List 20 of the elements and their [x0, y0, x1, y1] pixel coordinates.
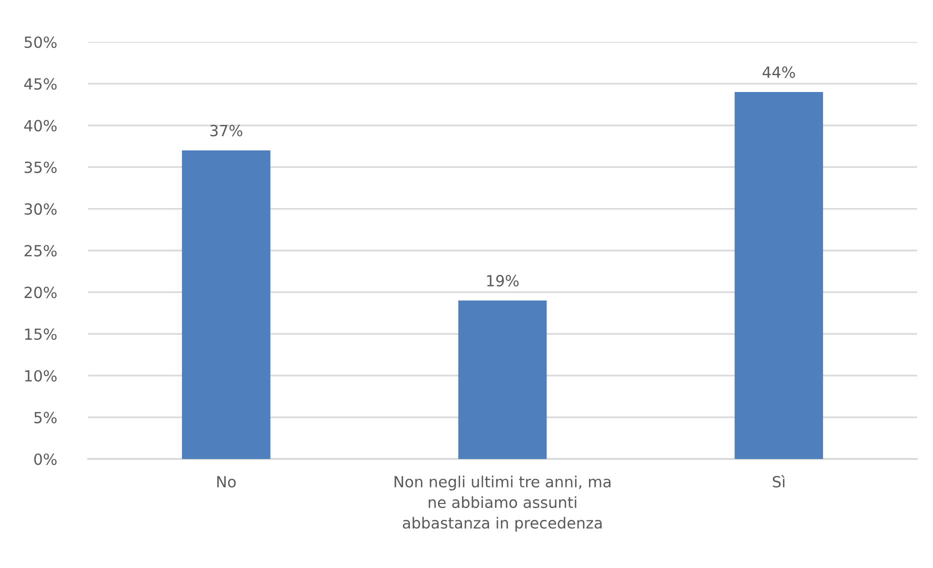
y-tick-label: 10%: [25, 370, 57, 382]
y-tick-label: 45%: [24, 78, 57, 90]
bar: [458, 300, 547, 459]
bar: [182, 150, 270, 459]
y-tick-label: 15%: [25, 328, 57, 340]
y-tick-label: 0%: [34, 453, 57, 466]
y-tick-label: 50%: [24, 36, 57, 48]
y-tick-label: 30%: [24, 203, 57, 215]
x-tick-label: Sì: [772, 475, 785, 488]
data-label: 44%: [762, 66, 795, 78]
y-tick-label: 20%: [24, 286, 57, 298]
x-tick-label: No: [217, 476, 236, 488]
y-tick-label: 5%: [34, 412, 57, 424]
bar: [734, 92, 824, 459]
y-tick-label: 40%: [24, 120, 57, 132]
data-label: 37%: [210, 124, 242, 136]
x-tick-label: Non negli ultimi tre anni, ma ne abbiamo assunti abbastanza in precedenza: [394, 476, 610, 532]
y-tick-label: 35%: [24, 162, 57, 174]
data-label: 19%: [487, 274, 519, 286]
y-tick-label: 25%: [24, 244, 57, 257]
